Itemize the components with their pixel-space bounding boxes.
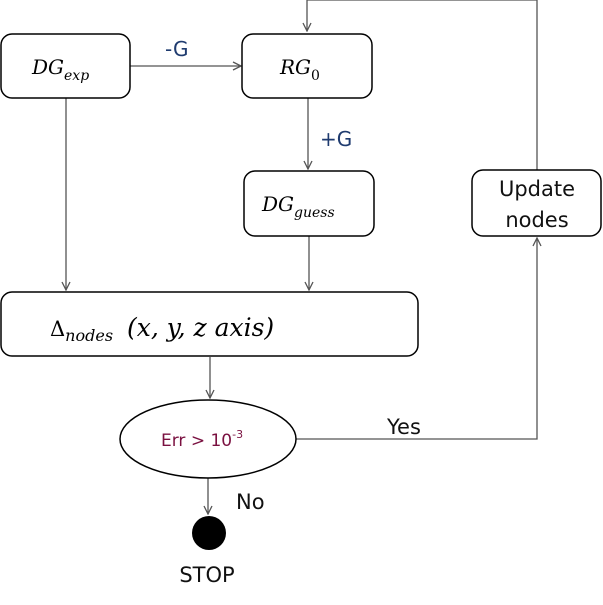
- edge-label-minus-g: -G: [165, 37, 188, 61]
- node-dg-guess: DGguess: [243, 170, 375, 237]
- svg-text:RG0: RG0: [279, 55, 320, 84]
- dg-exp-sub: exp: [64, 68, 89, 84]
- edge-decision-to-update: [296, 238, 537, 440]
- stop-label: STOP: [179, 563, 234, 587]
- svg-text:DGexp: DGexp: [31, 55, 89, 84]
- node-stop: STOP: [179, 516, 235, 587]
- delta-args: (x, y, z axis): [127, 313, 274, 342]
- dg-exp-base: DG: [31, 55, 64, 79]
- node-decision: Err > 10-3: [119, 399, 297, 479]
- dg-guess-sub: guess: [294, 205, 335, 221]
- node-rg0: RG0: [241, 33, 373, 99]
- node-dg-exp: DGexp: [0, 33, 131, 99]
- edge-label-no: No: [236, 490, 265, 514]
- update-line2: nodes: [505, 208, 568, 232]
- edge-update-to-rg0: [307, 0, 538, 170]
- edge-label-yes: Yes: [386, 415, 421, 439]
- stop-circle: [192, 516, 226, 550]
- connectors: [66, 0, 537, 514]
- delta-base: Δ: [50, 317, 65, 341]
- rg0-sub: 0: [311, 68, 320, 84]
- svg-text:DGguess: DGguess: [261, 192, 335, 221]
- delta-sub: nodes: [65, 326, 113, 345]
- svg-text:Δnodes(x, y, z axis): Δnodes (x, y, z axis): [50, 313, 274, 345]
- svg-text:Err > 10-3: Err > 10-3: [161, 428, 243, 451]
- decision-text: Err > 10: [161, 431, 232, 451]
- node-delta-nodes: Δnodes (x, y, z axis): [0, 291, 419, 357]
- dg-guess-base: DG: [261, 192, 294, 216]
- decision-sup: -3: [232, 428, 243, 441]
- rg0-base: RG: [279, 55, 311, 79]
- update-line1: Update: [499, 177, 575, 201]
- edge-label-plus-g: +G: [320, 127, 352, 151]
- node-update-nodes: Update nodes: [471, 169, 602, 237]
